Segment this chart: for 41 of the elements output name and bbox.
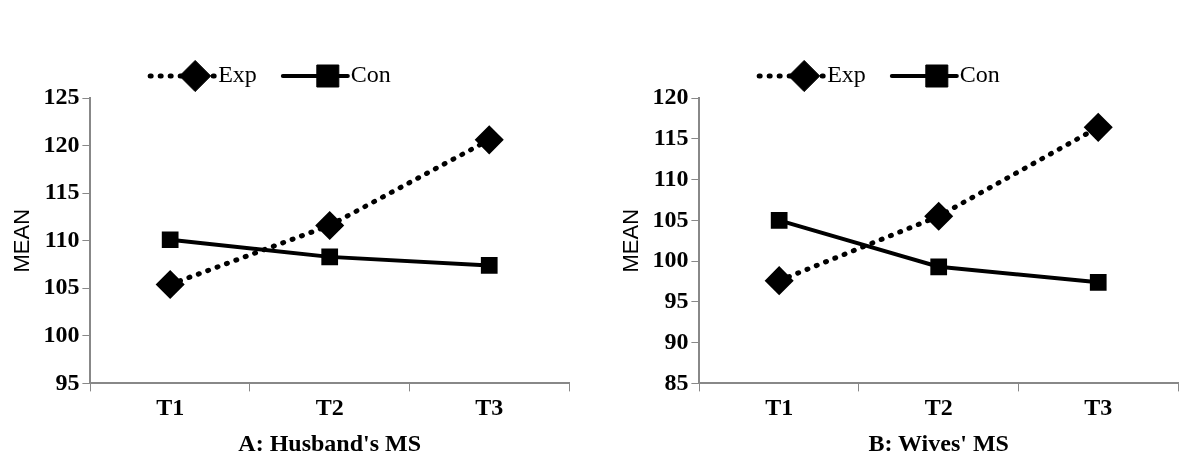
- legend-label: Con: [350, 61, 391, 88]
- y-tick-label: 115: [44, 178, 80, 205]
- y-axis-title: MEAN: [618, 208, 644, 273]
- legend-label: Exp: [218, 61, 257, 88]
- y-tick-label: 120: [43, 130, 80, 157]
- point: [770, 211, 788, 229]
- y-tick-label: 110: [653, 164, 689, 191]
- y-tick-label: 100: [652, 246, 689, 273]
- point: [161, 231, 179, 249]
- y-tick-label: 125: [43, 83, 80, 110]
- y-tick-label: 115: [653, 123, 689, 150]
- x-tick-label: T2: [924, 394, 953, 420]
- legend-label: Con: [959, 61, 1000, 88]
- y-tick-label: 120: [652, 83, 689, 110]
- x-tick-label: T3: [475, 394, 504, 420]
- point: [475, 126, 503, 154]
- point: [480, 257, 498, 274]
- x-axis-title: B: Wives' MS: [868, 429, 1009, 456]
- y-tick-label: 95: [55, 368, 80, 395]
- x-axis-title: A: Husband's MS: [238, 429, 422, 456]
- y-tick-label: 100: [43, 321, 80, 348]
- y-tick-label: 105: [652, 205, 689, 232]
- point: [316, 211, 344, 239]
- y-axis-title: MEAN: [9, 208, 35, 273]
- x-tick-label: T2: [315, 394, 344, 420]
- point: [1089, 273, 1107, 291]
- x-tick-label: T1: [156, 394, 185, 420]
- point: [925, 202, 953, 230]
- point: [765, 267, 793, 295]
- point: [156, 270, 184, 298]
- y-tick-label: 90: [664, 327, 689, 354]
- x-tick-label: T3: [1084, 394, 1113, 420]
- x-tick-label: T1: [765, 394, 794, 420]
- point: [930, 258, 948, 276]
- point: [1084, 113, 1112, 141]
- y-tick-label: 85: [664, 368, 689, 395]
- point: [321, 248, 339, 266]
- y-tick-label: 105: [43, 273, 80, 300]
- y-tick-label: 110: [44, 225, 80, 252]
- legend-label: Exp: [827, 61, 866, 88]
- y-tick-label: 95: [664, 287, 689, 314]
